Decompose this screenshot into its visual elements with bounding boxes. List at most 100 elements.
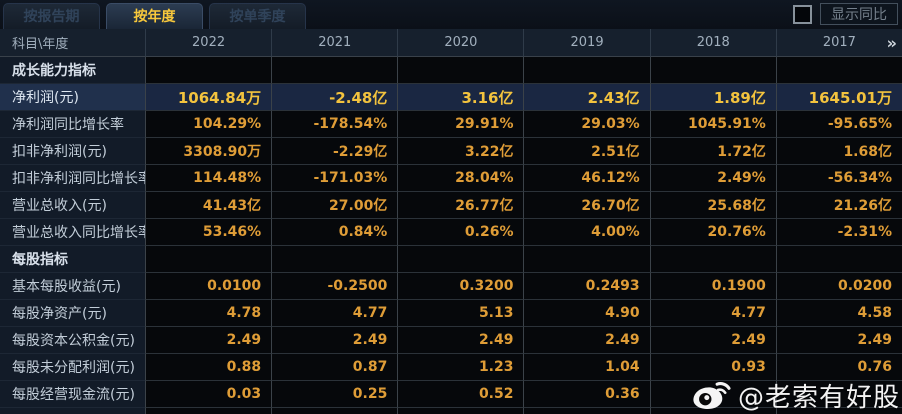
table-row: 每股指标 bbox=[0, 246, 902, 273]
value-cell bbox=[145, 246, 272, 273]
value-cell: 4.00% bbox=[523, 219, 650, 246]
row-label: 每股净资产(元) bbox=[0, 300, 145, 327]
value-cell: 4.90 bbox=[523, 300, 650, 327]
value-cell: 2.49 bbox=[523, 327, 650, 354]
value-cell: 4.58 bbox=[775, 300, 902, 327]
value-cell: 41.43亿 bbox=[145, 192, 272, 219]
column-header-year: 2018 bbox=[649, 29, 776, 57]
tab-by-year[interactable]: 按年度 bbox=[106, 3, 203, 29]
value-cell: 21.26亿 bbox=[775, 192, 902, 219]
value-cell bbox=[397, 246, 524, 273]
tab-by-quarter[interactable]: 按单季度 bbox=[209, 3, 306, 29]
value-cell: 1.72亿 bbox=[649, 138, 776, 165]
table-row: 每股资本公积金(元) 2.49 2.49 2.49 2.49 2.49 2.49 bbox=[0, 327, 902, 354]
value-cell: 104.29% bbox=[145, 111, 272, 138]
value-cell: 27.00亿 bbox=[271, 192, 398, 219]
value-cell: 0.0200 bbox=[775, 273, 902, 300]
value-cell: 53.46% bbox=[145, 219, 272, 246]
row-label: 净利润同比增长率 bbox=[0, 111, 145, 138]
financial-table: 科目\年度 2022 2021 2020 2019 2018 2017 » 成长… bbox=[0, 29, 902, 414]
value-cell: 0.3200 bbox=[397, 273, 524, 300]
row-label: 净利润(元) bbox=[0, 84, 145, 111]
value-cell: -56.34% bbox=[775, 165, 902, 192]
table-row: 营业总收入同比增长率 53.46% 0.84% 0.26% 4.00% 20.7… bbox=[0, 219, 902, 246]
value-cell: 2.49 bbox=[775, 327, 902, 354]
value-cell bbox=[523, 246, 650, 273]
value-cell: -95.65% bbox=[775, 111, 902, 138]
row-label: 每股经营现金流(元) bbox=[0, 381, 145, 408]
value-cell: 0.84% bbox=[271, 219, 398, 246]
table-row: 净利润同比增长率 104.29% -178.54% 29.91% 29.03% … bbox=[0, 111, 902, 138]
value-cell: 0.03 bbox=[145, 381, 272, 408]
show-yoy-button[interactable]: 显示同比 bbox=[820, 3, 898, 25]
value-cell: 1645.01万 bbox=[775, 84, 902, 111]
value-cell: 4.77 bbox=[649, 300, 776, 327]
row-label: 每股指标 bbox=[0, 246, 145, 273]
value-cell bbox=[775, 246, 902, 273]
value-cell: 1.68亿 bbox=[775, 138, 902, 165]
column-header-year: 2020 bbox=[397, 29, 524, 57]
value-cell bbox=[649, 246, 776, 273]
tab-bar: 按报告期 按年度 按单季度 显示同比 bbox=[0, 0, 902, 29]
value-cell: 0.0100 bbox=[145, 273, 272, 300]
value-cell: -2.29亿 bbox=[271, 138, 398, 165]
table-row: 基本每股收益(元) 0.0100 -0.2500 0.3200 0.2493 0… bbox=[0, 273, 902, 300]
value-cell: 26.77亿 bbox=[397, 192, 524, 219]
value-cell: -2.31% bbox=[775, 219, 902, 246]
row-label: 扣非净利润(元) bbox=[0, 138, 145, 165]
table-row: 每股净资产(元) 4.78 4.77 5.13 4.90 4.77 4.58 bbox=[0, 300, 902, 327]
value-cell bbox=[775, 381, 902, 408]
value-cell: 0.1900 bbox=[649, 273, 776, 300]
value-cell: 3308.90万 bbox=[145, 138, 272, 165]
value-cell bbox=[397, 57, 524, 84]
value-cell: 0.26% bbox=[397, 219, 524, 246]
value-cell: 28.04% bbox=[397, 165, 524, 192]
value-cell: 0.2493 bbox=[523, 273, 650, 300]
value-cell: 2.43亿 bbox=[523, 84, 650, 111]
value-cell: 3.16亿 bbox=[397, 84, 524, 111]
table-row: 成长能力指标 bbox=[0, 57, 902, 84]
value-cell: 114.48% bbox=[145, 165, 272, 192]
value-cell: 1.04 bbox=[523, 354, 650, 381]
value-cell: 0.88 bbox=[145, 354, 272, 381]
value-cell bbox=[649, 57, 776, 84]
value-cell: 29.91% bbox=[397, 111, 524, 138]
value-cell: 2.49 bbox=[649, 327, 776, 354]
value-cell: 0.36 bbox=[523, 381, 650, 408]
value-cell bbox=[649, 381, 776, 408]
column-header-year-label: 2017 bbox=[822, 35, 856, 50]
table-row: 每股经营现金流(元) 0.03 0.25 0.52 0.36 bbox=[0, 381, 902, 408]
column-header-year: 2019 bbox=[523, 29, 650, 57]
more-columns-icon[interactable]: » bbox=[886, 33, 897, 52]
value-cell: 2.49 bbox=[397, 327, 524, 354]
value-cell: 25.68亿 bbox=[649, 192, 776, 219]
value-cell bbox=[775, 57, 902, 84]
column-header-year: 2021 bbox=[271, 29, 398, 57]
value-cell: -171.03% bbox=[271, 165, 398, 192]
value-cell bbox=[523, 57, 650, 84]
value-cell bbox=[271, 57, 398, 84]
row-label: 基本每股收益(元) bbox=[0, 273, 145, 300]
value-cell: 0.25 bbox=[271, 381, 398, 408]
value-cell: -178.54% bbox=[271, 111, 398, 138]
value-cell: 4.77 bbox=[271, 300, 398, 327]
value-cell: 5.13 bbox=[397, 300, 524, 327]
value-cell: 2.49% bbox=[649, 165, 776, 192]
tab-by-report-period[interactable]: 按报告期 bbox=[3, 3, 100, 29]
table-row: 扣非净利润(元) 3308.90万 -2.29亿 3.22亿 2.51亿 1.7… bbox=[0, 138, 902, 165]
show-yoy-checkbox[interactable] bbox=[793, 4, 812, 24]
value-cell: 1045.91% bbox=[649, 111, 776, 138]
yoy-controls: 显示同比 bbox=[793, 3, 898, 25]
value-cell: 0.76 bbox=[775, 354, 902, 381]
row-label: 营业总收入(元) bbox=[0, 192, 145, 219]
value-cell: 26.70亿 bbox=[523, 192, 650, 219]
row-label: 扣非净利润同比增长率 bbox=[0, 165, 145, 192]
value-cell: 46.12% bbox=[523, 165, 650, 192]
value-cell: 1064.84万 bbox=[145, 84, 272, 111]
table-row: 营业总收入(元) 41.43亿 27.00亿 26.77亿 26.70亿 25.… bbox=[0, 192, 902, 219]
value-cell: 2.49 bbox=[145, 327, 272, 354]
value-cell: 3.22亿 bbox=[397, 138, 524, 165]
row-label: 成长能力指标 bbox=[0, 57, 145, 84]
value-cell bbox=[271, 246, 398, 273]
corner-header: 科目\年度 bbox=[0, 29, 145, 57]
